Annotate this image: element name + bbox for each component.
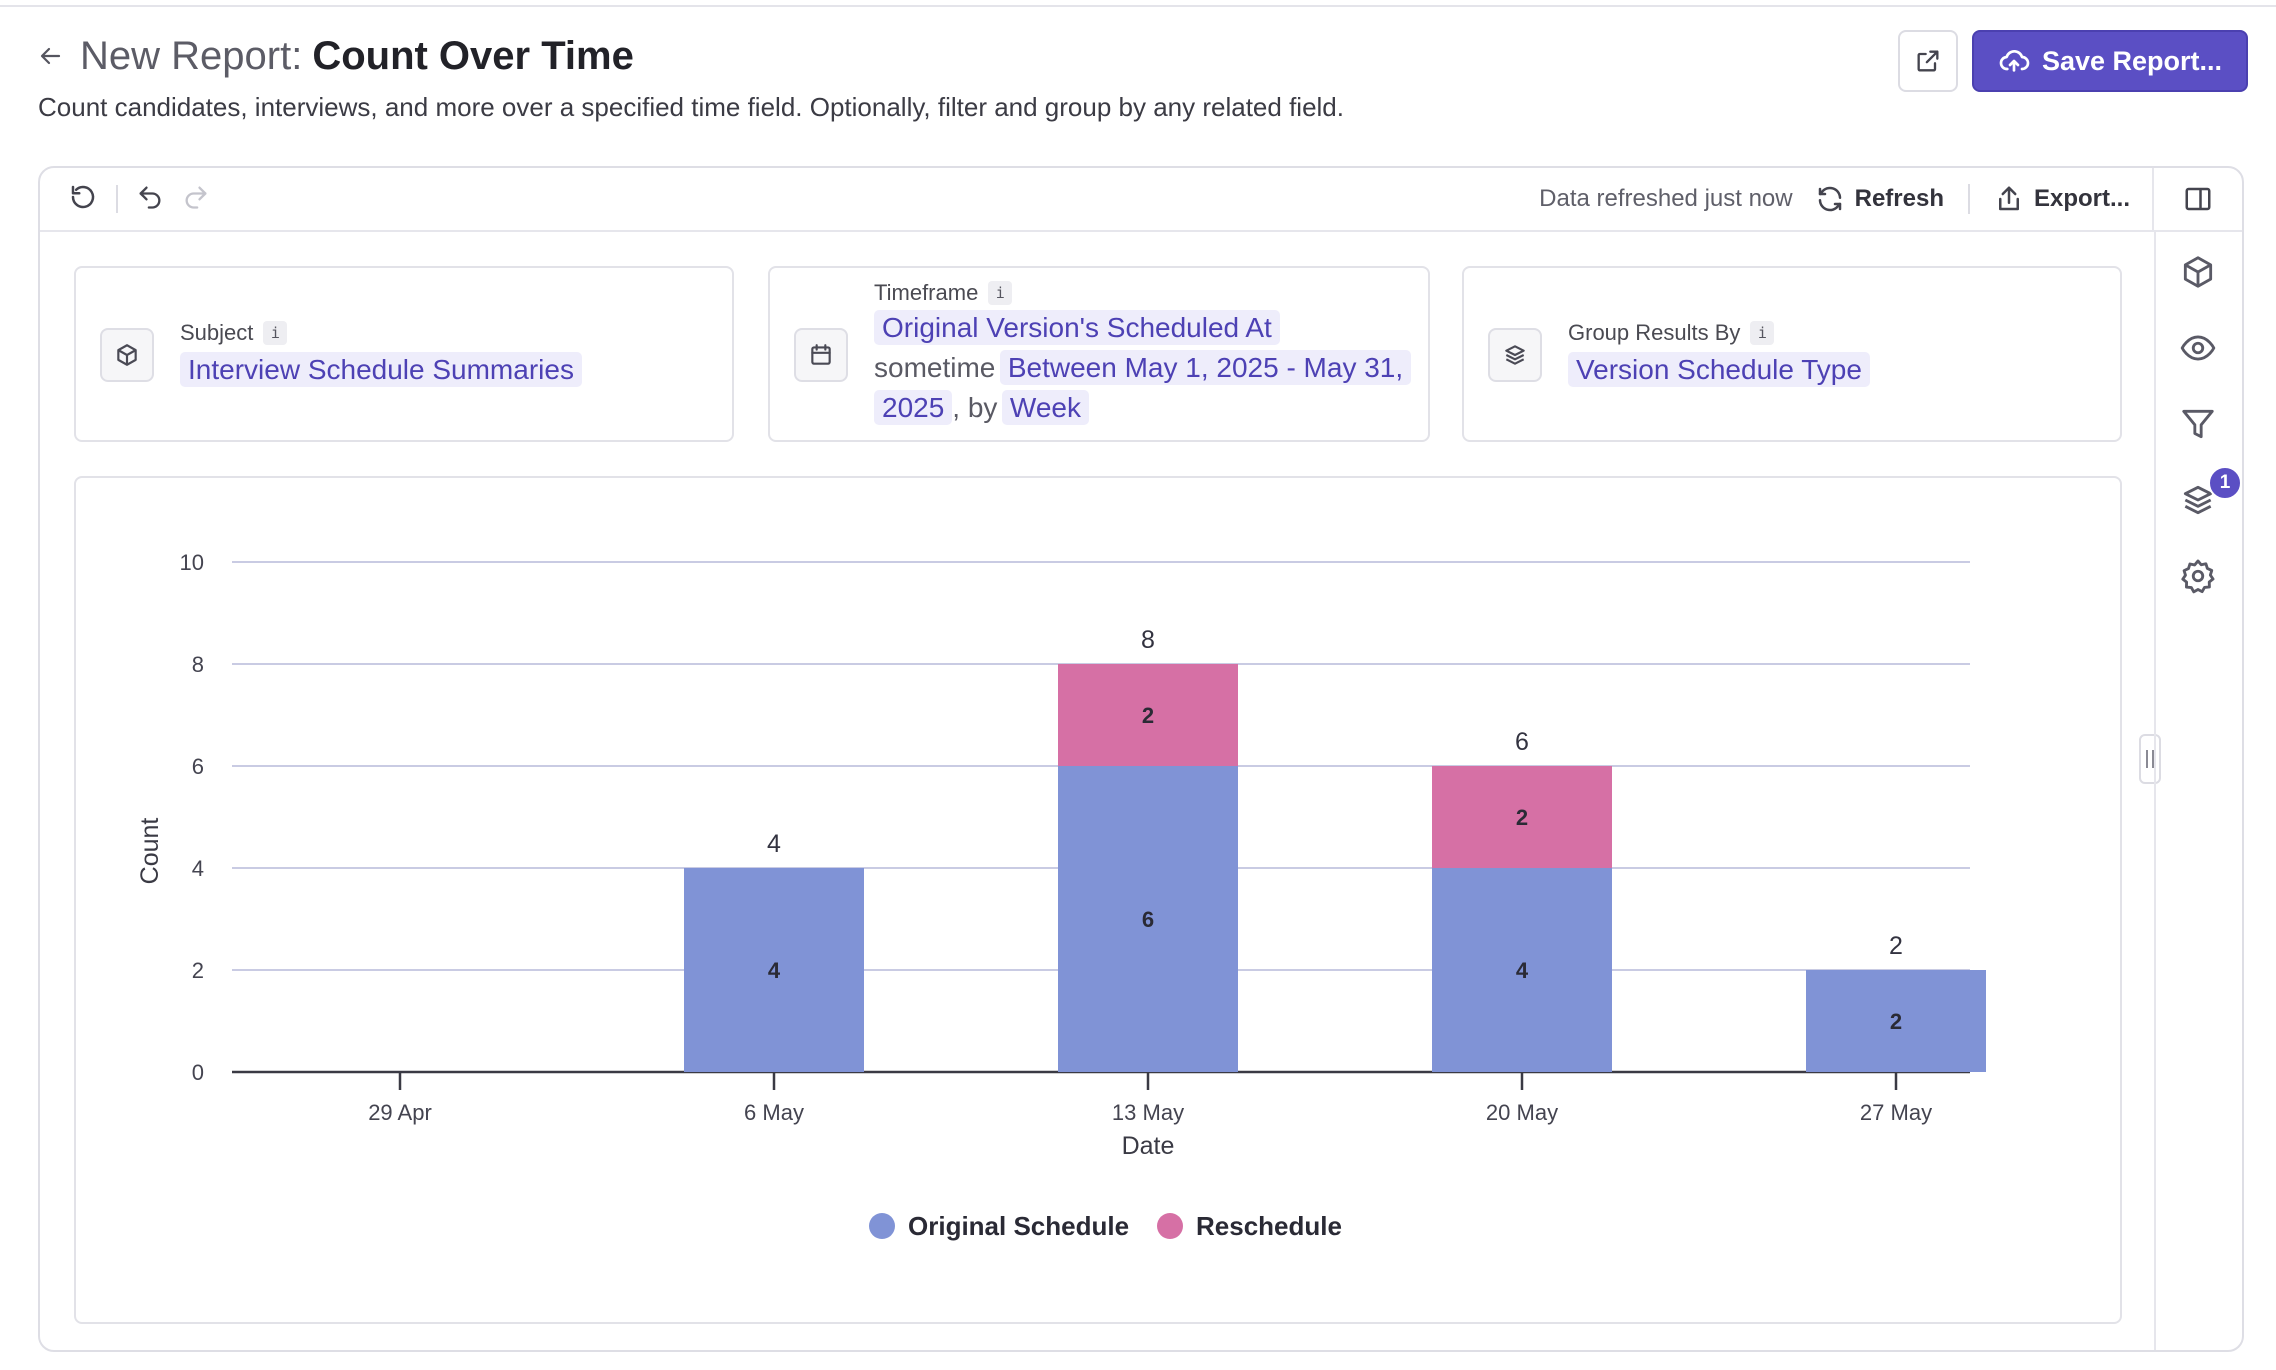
cloud-upload-icon <box>1999 50 2030 72</box>
export-icon <box>1998 186 2019 211</box>
x-tick-label: 6 May <box>744 1100 804 1125</box>
segment-label: 2 <box>1142 703 1154 728</box>
segment-label: 2 <box>1890 1009 1902 1034</box>
open-external-button[interactable] <box>1897 30 1958 92</box>
timeframe-label: Timeframe i <box>874 280 1408 306</box>
bar-segment <box>1058 664 1238 766</box>
top-border <box>0 0 2276 7</box>
segment-label: 2 <box>1516 805 1528 830</box>
x-tick-label: 20 May <box>1486 1100 1558 1125</box>
export-label: Export... <box>2033 185 2130 212</box>
y-tick-label: 10 <box>180 550 204 575</box>
gear-icon[interactable] <box>2178 556 2218 596</box>
group-by-label: Group Results By i <box>1568 320 2100 346</box>
side-rail: 1 <box>2154 230 2242 1350</box>
segment-label: 4 <box>768 958 781 983</box>
total-label: 8 <box>1141 626 1155 654</box>
report-description: Count candidates, interviews, and more o… <box>38 92 1344 122</box>
subject-label-text: Subject <box>180 320 254 345</box>
timeframe-label-text: Timeframe <box>874 280 979 305</box>
stacked-bar-chart: 0 2 4 6 8 10 Count 29 Apr 4 6 May 4 6 2 13 May 8 4 2 20 M… <box>136 550 1986 1241</box>
bar-segment <box>1432 868 1612 1072</box>
toolbar-divider <box>1967 184 1970 214</box>
y-tick-label: 4 <box>192 856 204 881</box>
timeframe-qualifier[interactable]: sometime <box>874 352 996 383</box>
report-name[interactable]: Count Over Time <box>312 34 634 78</box>
refresh-status: Data refreshed just now <box>1539 185 1793 212</box>
y-tick-label: 0 <box>192 1060 204 1085</box>
bar-segment <box>1058 766 1238 1072</box>
refresh-button[interactable]: Refresh <box>1815 184 1944 214</box>
total-label: 6 <box>1515 728 1529 756</box>
timeframe-card[interactable]: Timeframe i Original Version's Scheduled… <box>768 266 1430 442</box>
refresh-label: Refresh <box>1854 185 1944 212</box>
y-tick-label: 2 <box>192 958 204 983</box>
bar-segment <box>1432 766 1612 868</box>
group-by-value[interactable]: Version Schedule Type <box>1568 352 1870 387</box>
legend-swatch <box>869 1213 895 1239</box>
eye-icon[interactable] <box>2178 328 2218 368</box>
layers-icon <box>1488 328 1542 382</box>
refresh-icon <box>1818 186 1841 212</box>
chart-card: 0 2 4 6 8 10 Count 29 Apr 4 6 May 4 6 2 13 May 8 4 2 20 M… <box>74 476 2122 1324</box>
title-prefix: New Report: <box>80 34 303 78</box>
toggle-sidebar-button[interactable] <box>2152 168 2242 230</box>
layers-icon[interactable]: 1 <box>2178 466 2242 520</box>
timeframe-field[interactable]: Original Version's Scheduled At <box>874 310 1280 345</box>
header-actions: Save Report... <box>1897 30 2248 92</box>
info-icon[interactable]: i <box>1750 321 1775 345</box>
page-title: New Report: Count Over Time <box>38 30 2248 82</box>
calendar-icon <box>794 328 848 382</box>
report-panel: Data refreshed just now Refresh Export..… <box>38 166 2244 1352</box>
y-tick-label: 8 <box>192 652 204 677</box>
info-icon[interactable]: i <box>988 281 1013 305</box>
undo-icon[interactable] <box>136 183 164 216</box>
report-header: New Report: Count Over Time Count candid… <box>38 30 2248 130</box>
x-axis-label: Date <box>1122 1132 1175 1160</box>
sidebar-toggle-icon <box>2185 187 2211 211</box>
legend-label: Reschedule <box>1196 1211 1342 1241</box>
external-link-icon <box>1917 50 1939 72</box>
info-icon[interactable]: i <box>263 321 288 345</box>
y-axis-label: Count <box>136 818 164 885</box>
total-label: 2 <box>1889 932 1903 960</box>
x-tick-label: 13 May <box>1112 1100 1184 1125</box>
toolbar-divider <box>116 185 118 213</box>
filter-icon[interactable] <box>2178 404 2218 444</box>
x-tick-label: 27 May <box>1860 1100 1932 1125</box>
bar-segment <box>1806 970 1986 1072</box>
segment-label: 6 <box>1142 907 1154 932</box>
reset-icon[interactable] <box>68 182 98 217</box>
subject-value[interactable]: Interview Schedule Summaries <box>180 352 582 387</box>
bar-segment <box>684 868 864 1072</box>
group-by-label-text: Group Results By <box>1568 320 1741 345</box>
cube-icon[interactable] <box>2178 252 2218 292</box>
subject-card[interactable]: Subject i Interview Schedule Summaries <box>74 266 734 442</box>
legend-swatch <box>1157 1213 1183 1239</box>
x-tick-label: 29 Apr <box>368 1100 432 1125</box>
subject-label: Subject i <box>180 320 712 346</box>
timeframe-by-text: , by <box>952 392 998 423</box>
layers-badge: 1 <box>2208 466 2242 500</box>
timeframe-granularity[interactable]: Week <box>1001 390 1089 425</box>
redo-icon[interactable] <box>182 183 210 216</box>
report-toolbar: Data refreshed just now Refresh Export..… <box>40 168 2242 232</box>
save-report-label: Save Report... <box>2041 45 2222 76</box>
legend-label: Original Schedule <box>908 1211 1129 1241</box>
save-report-button[interactable]: Save Report... <box>1971 30 2248 92</box>
total-label: 4 <box>767 830 781 858</box>
y-tick-label: 6 <box>192 754 204 779</box>
back-arrow-icon[interactable] <box>38 43 64 69</box>
export-button[interactable]: Export... <box>1994 184 2130 214</box>
segment-label: 4 <box>1516 958 1529 983</box>
group-by-card[interactable]: Group Results By i Version Schedule Type <box>1462 266 2122 442</box>
cube-icon <box>100 328 154 382</box>
